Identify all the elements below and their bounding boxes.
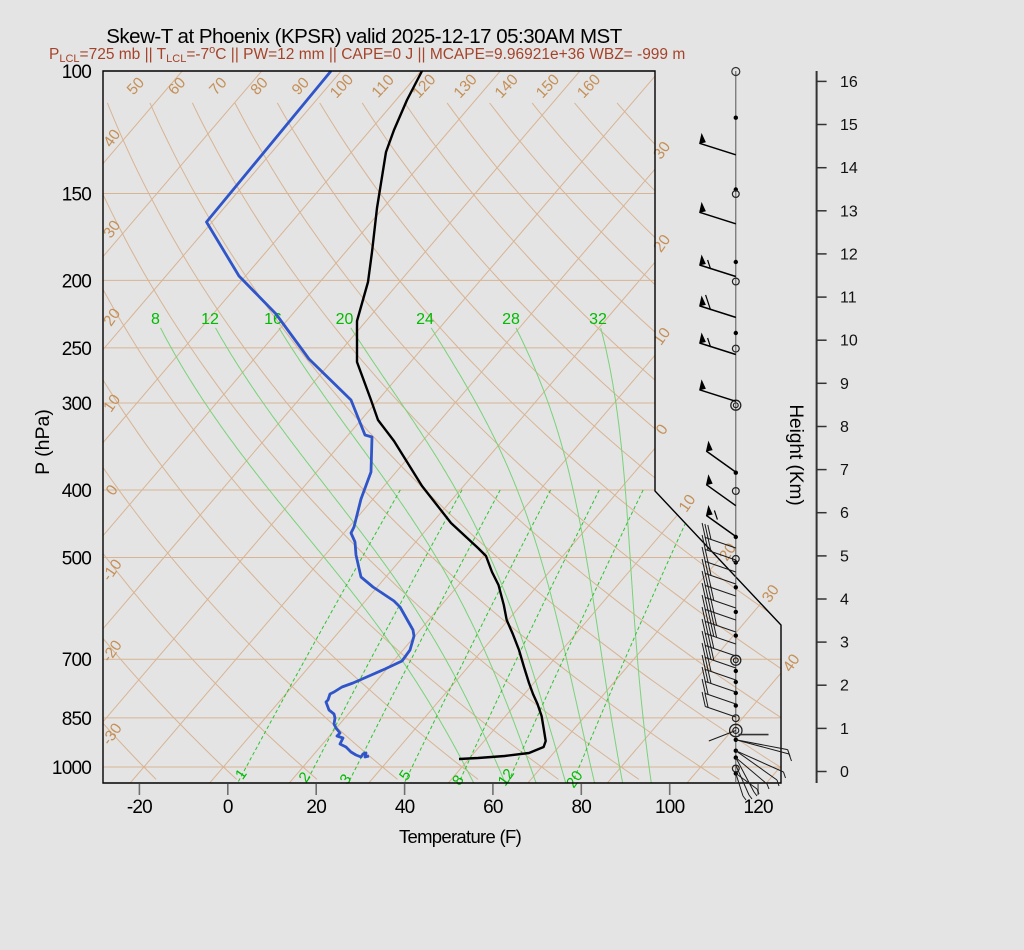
svg-text:0: 0 [223,797,233,818]
svg-text:6: 6 [840,505,849,522]
svg-text:500: 500 [62,549,92,570]
svg-text:13: 13 [840,203,858,220]
svg-text:120: 120 [743,797,773,818]
svg-text:100: 100 [655,797,685,818]
svg-text:700: 700 [62,650,92,671]
svg-text:40: 40 [395,797,415,818]
svg-text:850: 850 [62,709,92,730]
svg-text:20: 20 [336,311,354,328]
svg-text:8: 8 [151,311,160,328]
svg-text:32: 32 [589,311,607,328]
svg-text:60: 60 [483,797,503,818]
svg-text:1: 1 [840,721,849,738]
svg-text:250: 250 [62,339,92,360]
svg-text:28: 28 [502,311,520,328]
svg-text:14: 14 [840,160,858,177]
svg-text:150: 150 [62,185,92,206]
svg-text:12: 12 [201,311,219,328]
svg-text:4: 4 [840,592,849,609]
svg-text:10: 10 [840,333,858,350]
svg-text:3: 3 [840,635,849,652]
svg-text:24: 24 [416,311,434,328]
svg-text:P (hPa): P (hPa) [32,409,54,475]
svg-text:400: 400 [62,481,92,502]
svg-text:Height (Km): Height (Km) [785,404,806,505]
svg-text:7: 7 [840,462,849,479]
svg-text:20: 20 [306,797,326,818]
svg-text:Skew-T at Phoenix (KPSR) valid: Skew-T at Phoenix (KPSR) valid 2025-12-1… [106,25,622,48]
svg-text:PLCL=725 mb || TLCL=-7oC || PW: PLCL=725 mb || TLCL=-7oC || PW=12 mm || … [49,44,685,65]
svg-text:8: 8 [840,419,849,436]
svg-text:11: 11 [840,290,857,307]
svg-text:200: 200 [62,271,92,292]
svg-text:16: 16 [840,74,858,91]
svg-text:1000: 1000 [52,758,91,779]
svg-text:80: 80 [572,797,592,818]
svg-text:100: 100 [62,62,92,83]
svg-text:-20: -20 [127,797,152,818]
svg-text:15: 15 [840,117,858,134]
svg-text:12: 12 [840,246,858,263]
svg-text:Temperature (F): Temperature (F) [399,826,522,847]
svg-text:0: 0 [840,764,849,781]
svg-text:5: 5 [840,548,849,565]
svg-text:2: 2 [840,678,849,695]
svg-text:300: 300 [62,394,92,415]
svg-text:9: 9 [840,376,849,393]
